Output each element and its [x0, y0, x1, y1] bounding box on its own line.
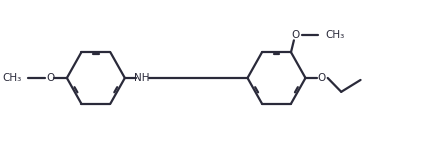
Text: O: O: [46, 73, 54, 83]
Text: CH₃: CH₃: [326, 30, 345, 40]
Text: NH: NH: [134, 73, 150, 83]
Text: O: O: [318, 73, 326, 83]
Text: O: O: [292, 30, 300, 40]
Text: CH₃: CH₃: [2, 73, 22, 83]
